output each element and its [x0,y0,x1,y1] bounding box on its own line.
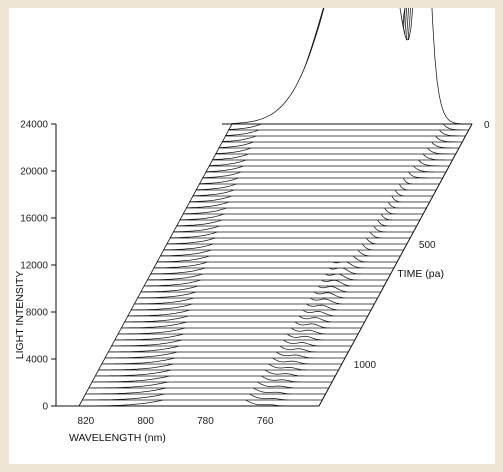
axis-labels: 0 4000 8000 12000 16000 20000 24000 820 800 780 76… [14,120,490,445]
chart-panel: 0 4000 8000 12000 16000 20000 24000 820 800 780 76… [9,8,495,464]
y-tick-label: 0 [42,402,48,413]
x-tick-label: 800 [137,416,154,427]
y-tick-label: 20000 [20,167,48,178]
time-tick-label: 1000 [354,360,377,371]
x-axis-title: WAVELENGTH (nm) [69,432,166,444]
time-axis-left-edge [78,123,233,407]
y-tick-label: 8000 [26,308,49,319]
x-tick-label: 780 [197,416,214,427]
trace-group [78,8,473,407]
y-tick-label: 12000 [20,261,48,272]
time-axis-title: TIME (pa) [397,268,444,280]
x-tick-label: 820 [78,416,95,427]
time-axis-line [318,123,473,407]
time-tick-label: 0 [484,120,490,131]
y-tick-label: 24000 [20,120,48,131]
time-tick-label: 500 [419,240,436,251]
spectrum-trace [231,8,473,125]
y-axis-title: LIGHT INTENSITY [14,271,26,360]
y-tick-label: 4000 [26,355,49,366]
x-tick-label: 760 [257,416,274,427]
waterfall-chart: 0 4000 8000 12000 16000 20000 24000 820 800 780 76… [14,8,490,445]
y-tick-label: 16000 [20,214,48,225]
